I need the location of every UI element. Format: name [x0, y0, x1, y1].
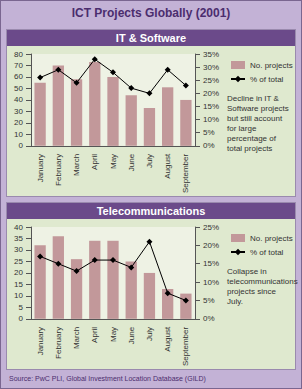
svg-text:40: 40: [14, 95, 23, 104]
svg-text:September: September: [181, 327, 190, 366]
svg-text:September: September: [181, 154, 190, 193]
svg-text:0: 0: [19, 314, 24, 323]
svg-text:15: 15: [14, 280, 23, 289]
svg-text:August: August: [163, 326, 172, 352]
svg-text:10: 10: [14, 291, 23, 300]
svg-text:20%: 20%: [203, 89, 219, 98]
svg-text:March: March: [72, 327, 81, 349]
svg-text:May: May: [109, 154, 118, 169]
svg-text:0: 0: [19, 141, 24, 150]
svg-text:35%: 35%: [203, 50, 219, 59]
svg-text:March: March: [72, 154, 81, 176]
svg-text:20: 20: [14, 268, 23, 277]
svg-text:0%: 0%: [203, 314, 215, 323]
svg-text:August: August: [163, 153, 172, 179]
svg-text:5%: 5%: [203, 296, 215, 305]
svg-text:No. projects: No. projects: [250, 234, 293, 243]
svg-text:5%: 5%: [203, 128, 215, 137]
svg-text:80: 80: [14, 50, 23, 59]
svg-text:15%: 15%: [203, 102, 219, 111]
svg-text:15%: 15%: [203, 259, 219, 268]
html-text:Source: PwC PLI, Global Invest: Source: PwC PLI, Global Investment Locat…: [9, 375, 206, 382]
html-text:Telecommunications: Telecommunications: [96, 205, 206, 217]
svg-text:January: January: [36, 327, 45, 355]
svg-text:0%: 0%: [203, 141, 215, 150]
svg-text:February: February: [54, 154, 63, 186]
svg-text:June: June: [127, 153, 136, 171]
svg-text:July: July: [145, 154, 154, 168]
svg-text:10%: 10%: [203, 115, 219, 124]
html-text:ICT Projects Globally (2001): ICT Projects Globally (2001): [71, 6, 231, 20]
html-text:IT & Software: IT & Software: [115, 32, 187, 44]
svg-text:70: 70: [14, 61, 23, 70]
svg-text:July: July: [145, 327, 154, 341]
svg-text:10: 10: [14, 130, 23, 139]
svg-text:February: February: [54, 327, 63, 359]
svg-text:% of total: % of total: [250, 248, 284, 257]
svg-text:No. projects: No. projects: [250, 61, 293, 70]
svg-text:60: 60: [14, 72, 23, 81]
svg-text:April: April: [90, 154, 99, 170]
svg-text:April: April: [90, 327, 99, 343]
html-text:Decline in IT & Software proje: Decline in IT & Software projects but st…: [227, 94, 289, 153]
html-text:Collapse in telecommunications: Collapse in telecommunications projects …: [227, 267, 298, 306]
svg-text:20%: 20%: [203, 241, 219, 250]
svg-text:20: 20: [14, 118, 23, 127]
svg-text:30: 30: [14, 107, 23, 116]
svg-text:35: 35: [14, 234, 23, 243]
svg-text:% of total: % of total: [250, 75, 284, 84]
svg-text:May: May: [109, 327, 118, 342]
svg-text:50: 50: [14, 84, 23, 93]
svg-text:5: 5: [19, 303, 24, 312]
svg-text:25%: 25%: [203, 223, 219, 232]
svg-text:30: 30: [14, 245, 23, 254]
svg-text:40: 40: [14, 223, 23, 232]
svg-text:25%: 25%: [203, 76, 219, 85]
svg-text:January: January: [36, 154, 45, 182]
svg-text:10%: 10%: [203, 278, 219, 287]
svg-text:June: June: [127, 326, 136, 344]
svg-text:25: 25: [14, 257, 23, 266]
svg-text:30%: 30%: [203, 63, 219, 72]
